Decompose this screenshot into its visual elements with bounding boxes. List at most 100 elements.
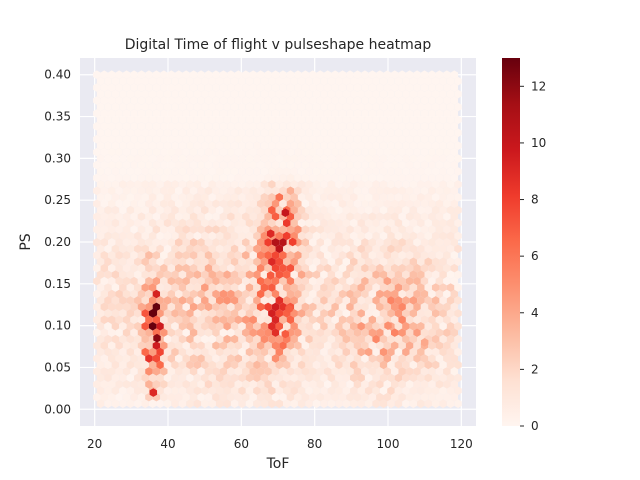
hex-cell xyxy=(141,386,149,396)
hex-cell xyxy=(357,399,365,408)
hex-cell xyxy=(323,251,332,260)
hex-cell xyxy=(383,302,392,312)
hex-cell xyxy=(119,89,127,99)
hex-cell xyxy=(323,354,332,363)
hex-cell xyxy=(245,270,254,279)
hex-cell xyxy=(163,257,172,267)
hex-cell xyxy=(372,334,380,344)
hex-cell xyxy=(249,302,257,312)
hex-cell xyxy=(286,263,295,273)
hex-cell xyxy=(309,225,317,234)
hex-cell xyxy=(122,186,131,196)
hex-cell xyxy=(305,218,313,228)
hex-cell xyxy=(431,347,440,357)
hot-spot-cell xyxy=(384,321,392,330)
hex-cell xyxy=(119,76,127,86)
hex-cell xyxy=(238,309,246,318)
hex-cell xyxy=(256,341,265,350)
hex-cell xyxy=(156,89,164,99)
hex-cell xyxy=(327,244,336,254)
hex-cell xyxy=(376,367,384,376)
hex-cell xyxy=(413,263,421,273)
hex-cell xyxy=(320,76,328,86)
hex-cell xyxy=(320,205,328,215)
hex-cell xyxy=(271,186,280,196)
hex-cell xyxy=(294,392,302,402)
hex-cell xyxy=(230,76,239,86)
hex-cell xyxy=(368,392,377,402)
hex-cell xyxy=(391,147,399,157)
hex-cell xyxy=(357,270,365,279)
hex-cell xyxy=(376,392,384,402)
hex-cell xyxy=(335,102,343,112)
hex-cell xyxy=(323,315,332,325)
hex-cell xyxy=(450,315,459,325)
hex-cell xyxy=(100,354,108,363)
hex-cell xyxy=(320,347,328,357)
hex-cell xyxy=(361,354,369,363)
hex-cell xyxy=(368,160,377,170)
hex-cell xyxy=(413,96,421,105)
hex-cell xyxy=(107,263,116,273)
hex-cell xyxy=(100,147,108,157)
hex-cell xyxy=(420,109,429,118)
hex-cell xyxy=(398,122,406,131)
y-axis-label: PS xyxy=(18,233,34,250)
hex-cell xyxy=(264,134,272,144)
hex-cell xyxy=(171,205,179,215)
hex-cell xyxy=(394,244,403,254)
hex-cell xyxy=(249,199,257,209)
hex-cell xyxy=(338,367,347,376)
hex-cell xyxy=(391,83,399,92)
hex-cell xyxy=(323,212,332,221)
hex-cell xyxy=(167,289,176,299)
hex-cell xyxy=(372,76,380,86)
hex-cell xyxy=(439,141,447,150)
hex-cell xyxy=(215,373,224,383)
hex-cell xyxy=(122,173,131,183)
hex-cell xyxy=(156,192,164,202)
hex-cell xyxy=(420,380,429,389)
hex-cell xyxy=(115,96,123,105)
hex-cell xyxy=(119,399,127,408)
hex-cell xyxy=(398,315,406,325)
hex-cell xyxy=(152,276,161,286)
hex-cell xyxy=(290,334,298,344)
hex-cell xyxy=(223,231,231,241)
hex-cell xyxy=(253,115,261,125)
hex-cell xyxy=(245,205,254,215)
hex-cell xyxy=(294,109,302,118)
hex-cell xyxy=(223,180,231,189)
hex-cell xyxy=(212,341,220,350)
hex-cell xyxy=(387,244,395,254)
hot-spot-cell xyxy=(281,329,290,339)
hex-cell xyxy=(376,96,384,105)
hex-cell xyxy=(96,347,105,357)
hex-cell xyxy=(111,102,120,112)
hex-cell xyxy=(286,380,295,389)
hex-cell xyxy=(137,96,146,105)
hex-cell xyxy=(338,251,347,260)
hex-cell xyxy=(115,160,123,170)
hex-cell xyxy=(204,341,213,350)
hex-cell xyxy=(383,186,392,196)
hex-cell xyxy=(163,244,172,254)
hex-cell xyxy=(264,83,272,92)
hex-cell xyxy=(372,102,380,112)
hex-cell xyxy=(230,347,239,357)
hex-cell xyxy=(454,128,462,138)
hex-cell xyxy=(335,231,343,241)
hex-cell xyxy=(417,89,425,99)
hex-cell xyxy=(96,154,105,163)
hex-cell xyxy=(208,231,216,241)
hex-cell xyxy=(383,276,392,286)
hex-cell xyxy=(212,83,220,92)
hex-cell xyxy=(327,128,336,138)
hex-cell xyxy=(260,167,269,176)
colorbar-tick-label: 2 xyxy=(531,362,539,376)
hex-cell xyxy=(409,141,418,150)
hex-cell xyxy=(338,122,347,131)
hex-cell xyxy=(130,186,138,196)
hex-cell xyxy=(249,70,257,80)
hex-cell xyxy=(193,76,202,86)
